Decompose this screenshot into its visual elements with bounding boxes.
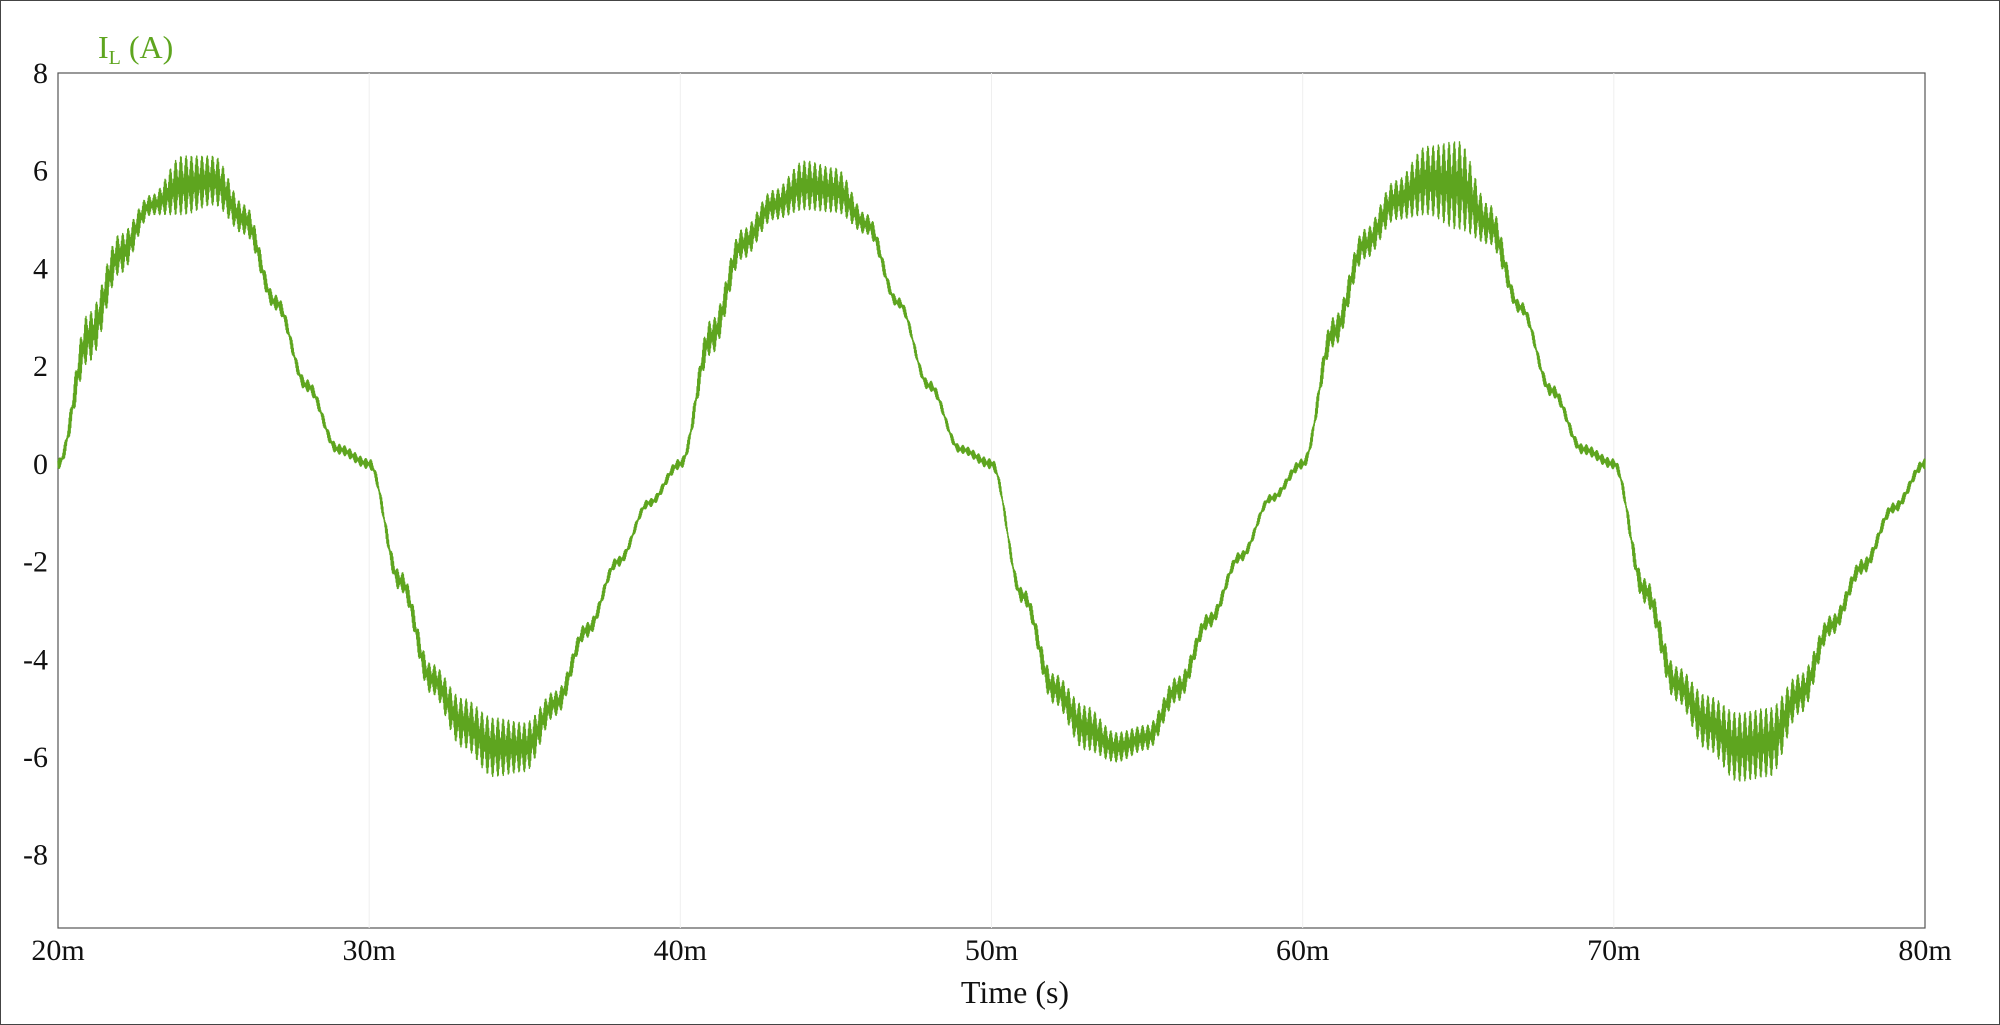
y-tick-label: 2	[33, 350, 48, 383]
x-tick-label: 20m	[31, 934, 84, 967]
y-tick-label: 4	[33, 252, 48, 285]
y-tick-label: -2	[23, 546, 48, 579]
x-tick-label: 50m	[965, 934, 1018, 967]
y-tick-label: -8	[23, 839, 48, 872]
x-tick-label: 70m	[1587, 934, 1640, 967]
y-tick-label: 0	[33, 448, 48, 481]
x-tick-label: 30m	[342, 934, 395, 967]
x-tick-label: 60m	[1276, 934, 1329, 967]
y-axis: 8 6 4 2 0 -2 -4 -6 -8	[23, 57, 48, 872]
x-tick-label: 40m	[654, 934, 707, 967]
x-axis-title: Time (s)	[961, 974, 1069, 1010]
y-tick-label: 6	[33, 155, 48, 188]
series-label-rest: (A)	[121, 29, 173, 65]
y-tick-label: -6	[23, 741, 48, 774]
series-group	[57, 141, 1926, 782]
series-legend-label: IL (A)	[98, 29, 173, 69]
grid-lines	[368, 73, 1615, 928]
x-axis: 20m 30m 40m 50m 60m 70m 80m	[31, 934, 1951, 967]
series-label-main: I	[98, 29, 109, 65]
series-label-sub: L	[109, 47, 121, 69]
y-tick-label: -4	[23, 643, 48, 676]
series-line	[57, 141, 1926, 782]
y-tick-label: 8	[33, 57, 48, 90]
x-tick-label: 80m	[1898, 934, 1951, 967]
